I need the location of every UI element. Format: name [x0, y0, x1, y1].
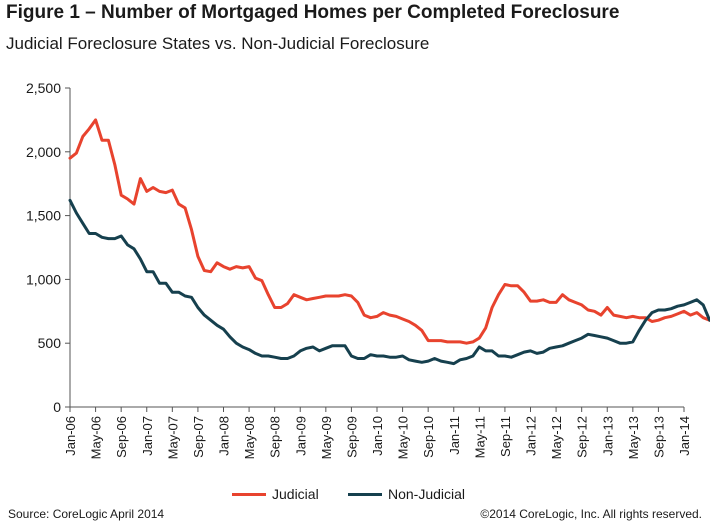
y-tick-label: 2,500 — [26, 80, 61, 96]
legend-swatch-non-judicial — [348, 492, 382, 496]
x-tick-label: Sep-11 — [498, 416, 513, 457]
x-tick-label: May-08 — [242, 416, 257, 459]
x-tick-label: Sep-10 — [421, 416, 436, 458]
x-tick-label: May-06 — [89, 416, 104, 459]
x-tick-label: May-12 — [549, 416, 564, 459]
chart-subtitle: Judicial Foreclosure States vs. Non-Judi… — [6, 34, 430, 53]
x-tick-label: May-11 — [472, 416, 487, 458]
x-tick-label: Jan-11 — [447, 416, 462, 455]
x-tick-label: Sep-13 — [651, 416, 666, 458]
x-tick-label: May-10 — [396, 416, 411, 459]
x-tick-label: May-13 — [626, 416, 641, 459]
y-tick-label: 1,500 — [26, 208, 61, 224]
source-note: Source: CoreLogic April 2014 — [8, 507, 165, 521]
x-tick-label: Sep-06 — [114, 416, 129, 458]
x-tick-label: Jan-09 — [293, 416, 308, 456]
x-tick-label: Sep-09 — [344, 416, 359, 458]
x-tick-label: Jan-10 — [370, 416, 385, 456]
x-tick-label: Sep-12 — [575, 416, 590, 458]
x-tick-label: Sep-08 — [268, 416, 283, 458]
x-tick-label: Jan-13 — [600, 416, 615, 456]
legend-swatch-judicial — [232, 492, 266, 496]
x-tick-label: Sep-07 — [191, 416, 206, 458]
x-tick-label: May-09 — [319, 416, 334, 459]
y-tick-label: 500 — [38, 335, 62, 351]
y-tick-label: 2,000 — [26, 144, 61, 160]
y-tick-label: 1,000 — [26, 271, 61, 287]
x-tick-label: Jan-08 — [217, 416, 232, 456]
legend-item-judicial: Judicial — [232, 486, 319, 502]
legend-label-non-judicial: Non-Judicial — [388, 486, 466, 502]
x-tick-label: May-07 — [165, 416, 180, 459]
legend-label-judicial: Judicial — [272, 486, 319, 502]
series-line-non-judicial — [68, 198, 710, 366]
chart-title: Figure 1 – Number of Mortgaged Homes per… — [6, 2, 620, 23]
legend-item-non-judicial: Non-Judicial — [348, 486, 465, 502]
x-tick-label: Jan-14 — [677, 416, 692, 456]
x-tick-label: Jan-06 — [63, 416, 78, 456]
x-tick-label: Jan-12 — [524, 416, 539, 456]
x-tick-label: Jan-07 — [140, 416, 155, 456]
series-line-judicial — [68, 118, 710, 345]
chart-legend: Judicial Non-Judicial — [0, 486, 710, 504]
y-tick-label: 0 — [53, 399, 61, 415]
copyright-note: ©2014 CoreLogic, Inc. All rights reserve… — [480, 507, 702, 521]
